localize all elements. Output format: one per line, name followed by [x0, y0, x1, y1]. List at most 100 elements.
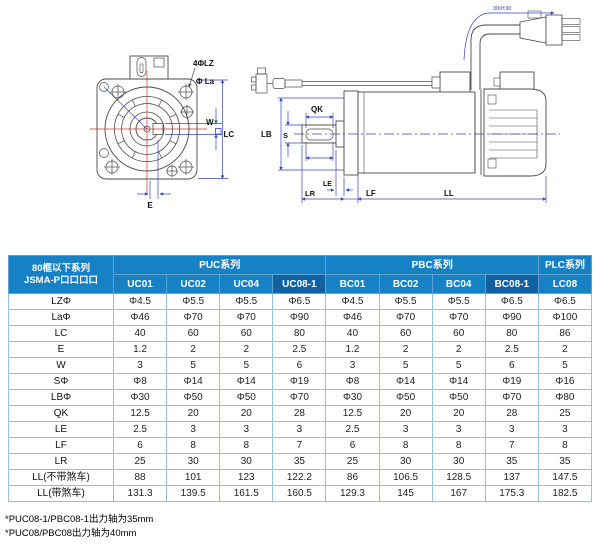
column-header-uc01: UC01: [112, 274, 168, 294]
column-header-uc08-1: UC08-1: [272, 274, 327, 294]
spec-value: 6: [272, 357, 327, 374]
side-dimensions: [278, 11, 555, 203]
spec-value: Φ6.5: [484, 293, 539, 310]
motor-body: [357, 91, 476, 174]
spec-value: Φ19: [272, 373, 327, 390]
spec-value: Φ50: [219, 389, 274, 406]
spec-value: 80: [484, 325, 539, 342]
power-cable: [470, 24, 520, 90]
row-label: SΦ: [8, 373, 114, 390]
spec-value: 129.3: [325, 485, 380, 502]
spec-value: 2: [431, 341, 486, 358]
spec-value: Φ6.5: [272, 293, 327, 310]
column-header-lc08: LC08: [537, 274, 593, 294]
spec-value: Φ14: [431, 373, 486, 390]
dim-label-qk: QK: [311, 105, 323, 114]
table-row: LE 2.5 3 3 3 2.5 3 3 3 3: [8, 421, 593, 438]
spec-value: 8: [219, 437, 274, 454]
row-label: W: [8, 357, 114, 374]
series-title-line1: 80框以下系列: [31, 262, 91, 274]
spec-value: Φ100: [537, 309, 593, 326]
spec-value: Φ8: [112, 373, 168, 390]
shaft-key: [305, 128, 334, 141]
spec-value: Φ4.5: [325, 293, 380, 310]
group-header-row: 80框以下系列 JSMA-P口口口口 PUC系列 PBC系列 PLC系列: [8, 255, 593, 294]
junction-block: [431, 71, 471, 94]
spec-value: 147.5: [537, 469, 593, 486]
row-label: LE: [8, 421, 114, 438]
spec-value: 3: [484, 421, 539, 438]
spec-value: 30: [219, 453, 274, 470]
spec-value: 6: [112, 437, 168, 454]
row-label: LL(不带煞车): [8, 469, 114, 486]
spec-value: Φ70: [166, 309, 221, 326]
spec-value: Φ90: [484, 309, 539, 326]
spec-value: 8: [537, 437, 593, 454]
column-header-bc04: BC04: [431, 274, 486, 294]
row-label: LZΦ: [8, 293, 114, 310]
spec-value: 30: [431, 453, 486, 470]
spec-value: Φ80: [537, 389, 593, 406]
table-corner-header: 80框以下系列 JSMA-P口口口口: [8, 255, 114, 294]
dim-label-w: W: [206, 118, 214, 127]
dim-label-lc: LC: [224, 130, 235, 139]
power-connector: [519, 10, 581, 46]
row-label: LL(带煞车): [8, 485, 114, 502]
spec-value: 137: [484, 469, 539, 486]
spec-value: 28: [272, 405, 327, 422]
dim-label-le: LE: [323, 181, 332, 188]
row-label: LR: [8, 453, 114, 470]
spec-value: Φ70: [431, 309, 486, 326]
spec-value: Φ46: [112, 309, 168, 326]
spec-value: 2: [378, 341, 433, 358]
spec-value: 3: [325, 357, 380, 374]
spec-value: 2: [537, 341, 593, 358]
spec-value: Φ5.5: [378, 293, 433, 310]
spec-value: 12.5: [112, 405, 168, 422]
spec-value: 2.5: [112, 421, 168, 438]
spec-value: 1.2: [112, 341, 168, 358]
front-dimensions: [137, 67, 228, 199]
spec-value: 101: [166, 469, 221, 486]
spec-value: 80: [272, 325, 327, 342]
spec-value: Φ4.5: [112, 293, 168, 310]
table-row: E 1.2 2 2 2.5 1.2 2 2 2.5 2: [8, 341, 593, 358]
spec-value: Φ70: [272, 389, 327, 406]
spec-value: Φ16: [537, 373, 593, 390]
dim-label-lb: LB: [261, 130, 272, 139]
spec-value: Φ5.5: [431, 293, 486, 310]
series-title-line2: JSMA-P口口口口: [24, 274, 98, 286]
column-header-bc08-1: BC08-1: [484, 274, 539, 294]
spec-value: 3: [112, 357, 168, 374]
column-header-uc02: UC02: [166, 274, 221, 294]
row-label: LBΦ: [8, 389, 114, 406]
spec-value: 5: [537, 357, 593, 374]
table-row: QK 12.5 20 20 28 12.5 20 20 28 25: [8, 405, 593, 422]
motor-dimension-drawing: 4ΦLZ Φ La W LC E QK LB S LE LR LF LL 300…: [90, 6, 581, 210]
spec-value: 160.5: [272, 485, 327, 502]
spec-value: 60: [431, 325, 486, 342]
encoder-cable-connector: [251, 67, 303, 94]
bolt-holes: [99, 82, 194, 177]
spec-value: 20: [166, 405, 221, 422]
spec-value: 2.5: [272, 341, 327, 358]
spec-value: Φ19: [484, 373, 539, 390]
row-label: LaΦ: [8, 309, 114, 326]
spec-value: Φ14: [219, 373, 274, 390]
spec-value: 106.5: [378, 469, 433, 486]
spec-value: 123: [219, 469, 274, 486]
rear-housing: [483, 88, 547, 177]
spec-value: 3: [537, 421, 593, 438]
spec-value: 167: [431, 485, 486, 502]
spec-value: Φ50: [166, 389, 221, 406]
spec-value: 2.5: [484, 341, 539, 358]
spec-value: 3: [431, 421, 486, 438]
table-row: LR 25 30 30 35 25 30 30 35 35: [8, 453, 593, 470]
spec-table-body: LZΦ Φ4.5 Φ5.5 Φ5.5 Φ6.5 Φ4.5 Φ5.5 Φ5.5 Φ6.5 Φ6.5 L…: [8, 293, 593, 502]
dim-label-cable-length: 300±30: [493, 6, 511, 12]
column-header-bc02: BC02: [378, 274, 433, 294]
spec-value: 8: [166, 437, 221, 454]
row-label: LF: [8, 437, 114, 454]
spec-value: 6: [484, 357, 539, 374]
